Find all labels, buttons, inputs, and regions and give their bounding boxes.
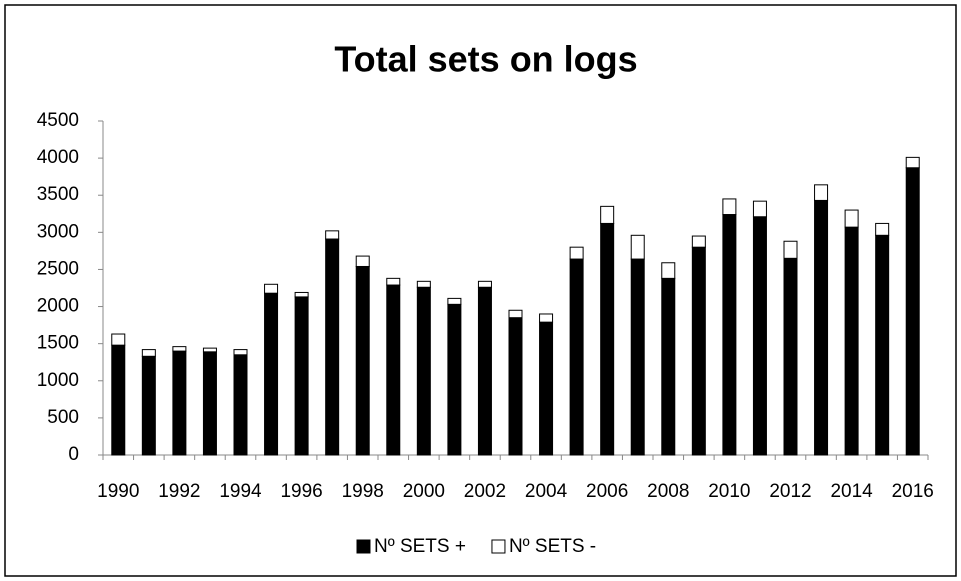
legend-swatch xyxy=(356,539,371,554)
bar-segment xyxy=(844,226,859,456)
x-tick-label: 2014 xyxy=(830,481,873,502)
bar-segment xyxy=(814,184,829,201)
bar-segment xyxy=(875,234,890,456)
y-tick-label: 3500 xyxy=(37,184,79,205)
x-tick-label: 2004 xyxy=(525,481,568,502)
bar-segment xyxy=(111,344,126,456)
y-tick-label: 0 xyxy=(68,444,79,465)
bar-segment xyxy=(569,258,584,456)
x-tick-label: 2012 xyxy=(769,481,811,502)
y-tick-label: 3000 xyxy=(37,221,79,242)
bar-segment xyxy=(508,309,523,319)
y-tick-label: 2000 xyxy=(37,296,79,317)
y-tick-label: 2500 xyxy=(37,258,79,279)
x-tick-label: 2000 xyxy=(403,481,445,502)
bar-segment xyxy=(508,317,523,456)
bar-segment xyxy=(264,292,279,456)
y-tick-label: 4500 xyxy=(37,110,79,131)
bar-segment xyxy=(905,156,920,169)
bar-segment xyxy=(722,198,737,216)
bar-segment xyxy=(691,235,706,248)
bar-segment xyxy=(661,262,676,279)
x-tick-label: 1998 xyxy=(342,481,384,502)
bar-segment xyxy=(233,349,248,356)
bar-segment xyxy=(600,205,615,224)
bar-segment xyxy=(386,277,401,286)
legend-label: Nº SETS - xyxy=(509,536,596,557)
bar-segment xyxy=(630,234,645,260)
bar-segment xyxy=(447,303,462,456)
bar-segment xyxy=(691,246,706,456)
bar-segment xyxy=(752,216,767,456)
x-tick-label: 2002 xyxy=(464,481,506,502)
bar-segment xyxy=(202,347,217,353)
bar-segment xyxy=(264,283,279,294)
bar-segment xyxy=(386,284,401,456)
x-tick-label: 2016 xyxy=(892,481,934,502)
legend-label: Nº SETS + xyxy=(374,536,466,557)
bar-segment xyxy=(416,280,431,288)
x-tick-label: 1994 xyxy=(219,481,262,502)
x-tick-label: 2008 xyxy=(647,481,689,502)
x-tick-label: 1996 xyxy=(280,481,322,502)
x-tick-label: 1992 xyxy=(158,481,200,502)
bar-segment xyxy=(539,321,554,456)
bar-segment xyxy=(875,222,890,236)
y-tick-label: 1000 xyxy=(37,370,79,391)
bar-segment xyxy=(752,200,767,218)
y-tick-label: 500 xyxy=(47,407,79,428)
bar-segment xyxy=(783,257,798,456)
x-tick-label: 2010 xyxy=(708,481,750,502)
bar-segment xyxy=(905,167,920,456)
bar-segment xyxy=(844,209,859,228)
bar-segment xyxy=(325,238,340,456)
bar-segment xyxy=(202,351,217,456)
bar-segment xyxy=(569,246,584,260)
bar-segment xyxy=(600,222,615,456)
bar-segment xyxy=(477,280,492,288)
bar-segment xyxy=(141,349,156,357)
bar-segment xyxy=(814,199,829,456)
chart-title: Total sets on logs xyxy=(334,39,637,80)
bar-segment xyxy=(325,230,340,240)
bar-segment xyxy=(294,291,309,298)
bar-segment xyxy=(233,354,248,456)
bar-segment xyxy=(477,286,492,456)
bar-segment xyxy=(294,296,309,456)
bar-segment xyxy=(630,258,645,456)
bar-segment xyxy=(447,297,462,305)
bar-segment xyxy=(172,346,187,352)
legend-swatch xyxy=(491,539,506,554)
bar-segment xyxy=(661,277,676,456)
bar-segment xyxy=(355,265,370,456)
bar-segment xyxy=(355,255,370,267)
bar-segment xyxy=(111,333,126,346)
bar-segment xyxy=(172,350,187,456)
bar-segment xyxy=(416,286,431,456)
x-tick-label: 1990 xyxy=(97,481,139,502)
bar-segment xyxy=(783,240,798,259)
bar-segment xyxy=(141,355,156,456)
bar-segment xyxy=(722,214,737,456)
bar-segment xyxy=(539,313,554,323)
y-tick-label: 1500 xyxy=(37,333,79,354)
x-tick-label: 2006 xyxy=(586,481,628,502)
y-tick-label: 4000 xyxy=(37,147,79,168)
